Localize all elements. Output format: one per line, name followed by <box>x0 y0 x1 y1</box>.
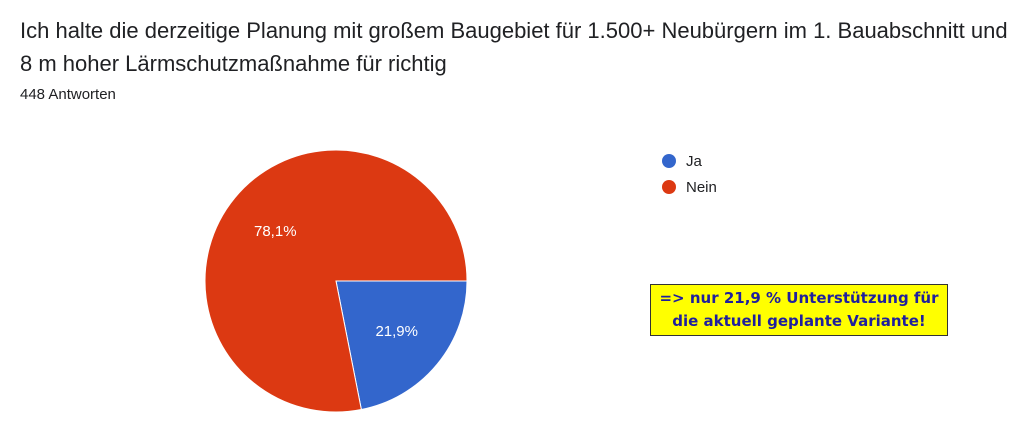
legend-swatch-ja <box>662 154 676 168</box>
legend-label-nein: Nein <box>686 178 717 196</box>
callout-box: => nur 21,9 % Unterstützung für die aktu… <box>650 284 948 336</box>
pie-label-ja: 21,9% <box>375 323 418 340</box>
pie-slice-ja[interactable] <box>335 280 468 411</box>
legend-item-ja[interactable]: Ja <box>662 148 717 174</box>
response-count: 448 Antworten <box>20 86 116 103</box>
legend-swatch-nein <box>662 180 676 194</box>
chart-title: Ich halte die derzeitige Planung mit gro… <box>20 18 1008 76</box>
legend: Ja Nein <box>662 148 717 200</box>
pie-label-nein: 78,1% <box>254 223 297 240</box>
pie-slice-nein[interactable] <box>204 149 468 413</box>
legend-label-ja: Ja <box>686 152 702 170</box>
callout-line-2: die aktuell geplante Variante! <box>672 312 926 330</box>
legend-item-nein[interactable]: Nein <box>662 174 717 200</box>
callout-line-1: => nur 21,9 % Unterstützung für <box>659 289 939 307</box>
